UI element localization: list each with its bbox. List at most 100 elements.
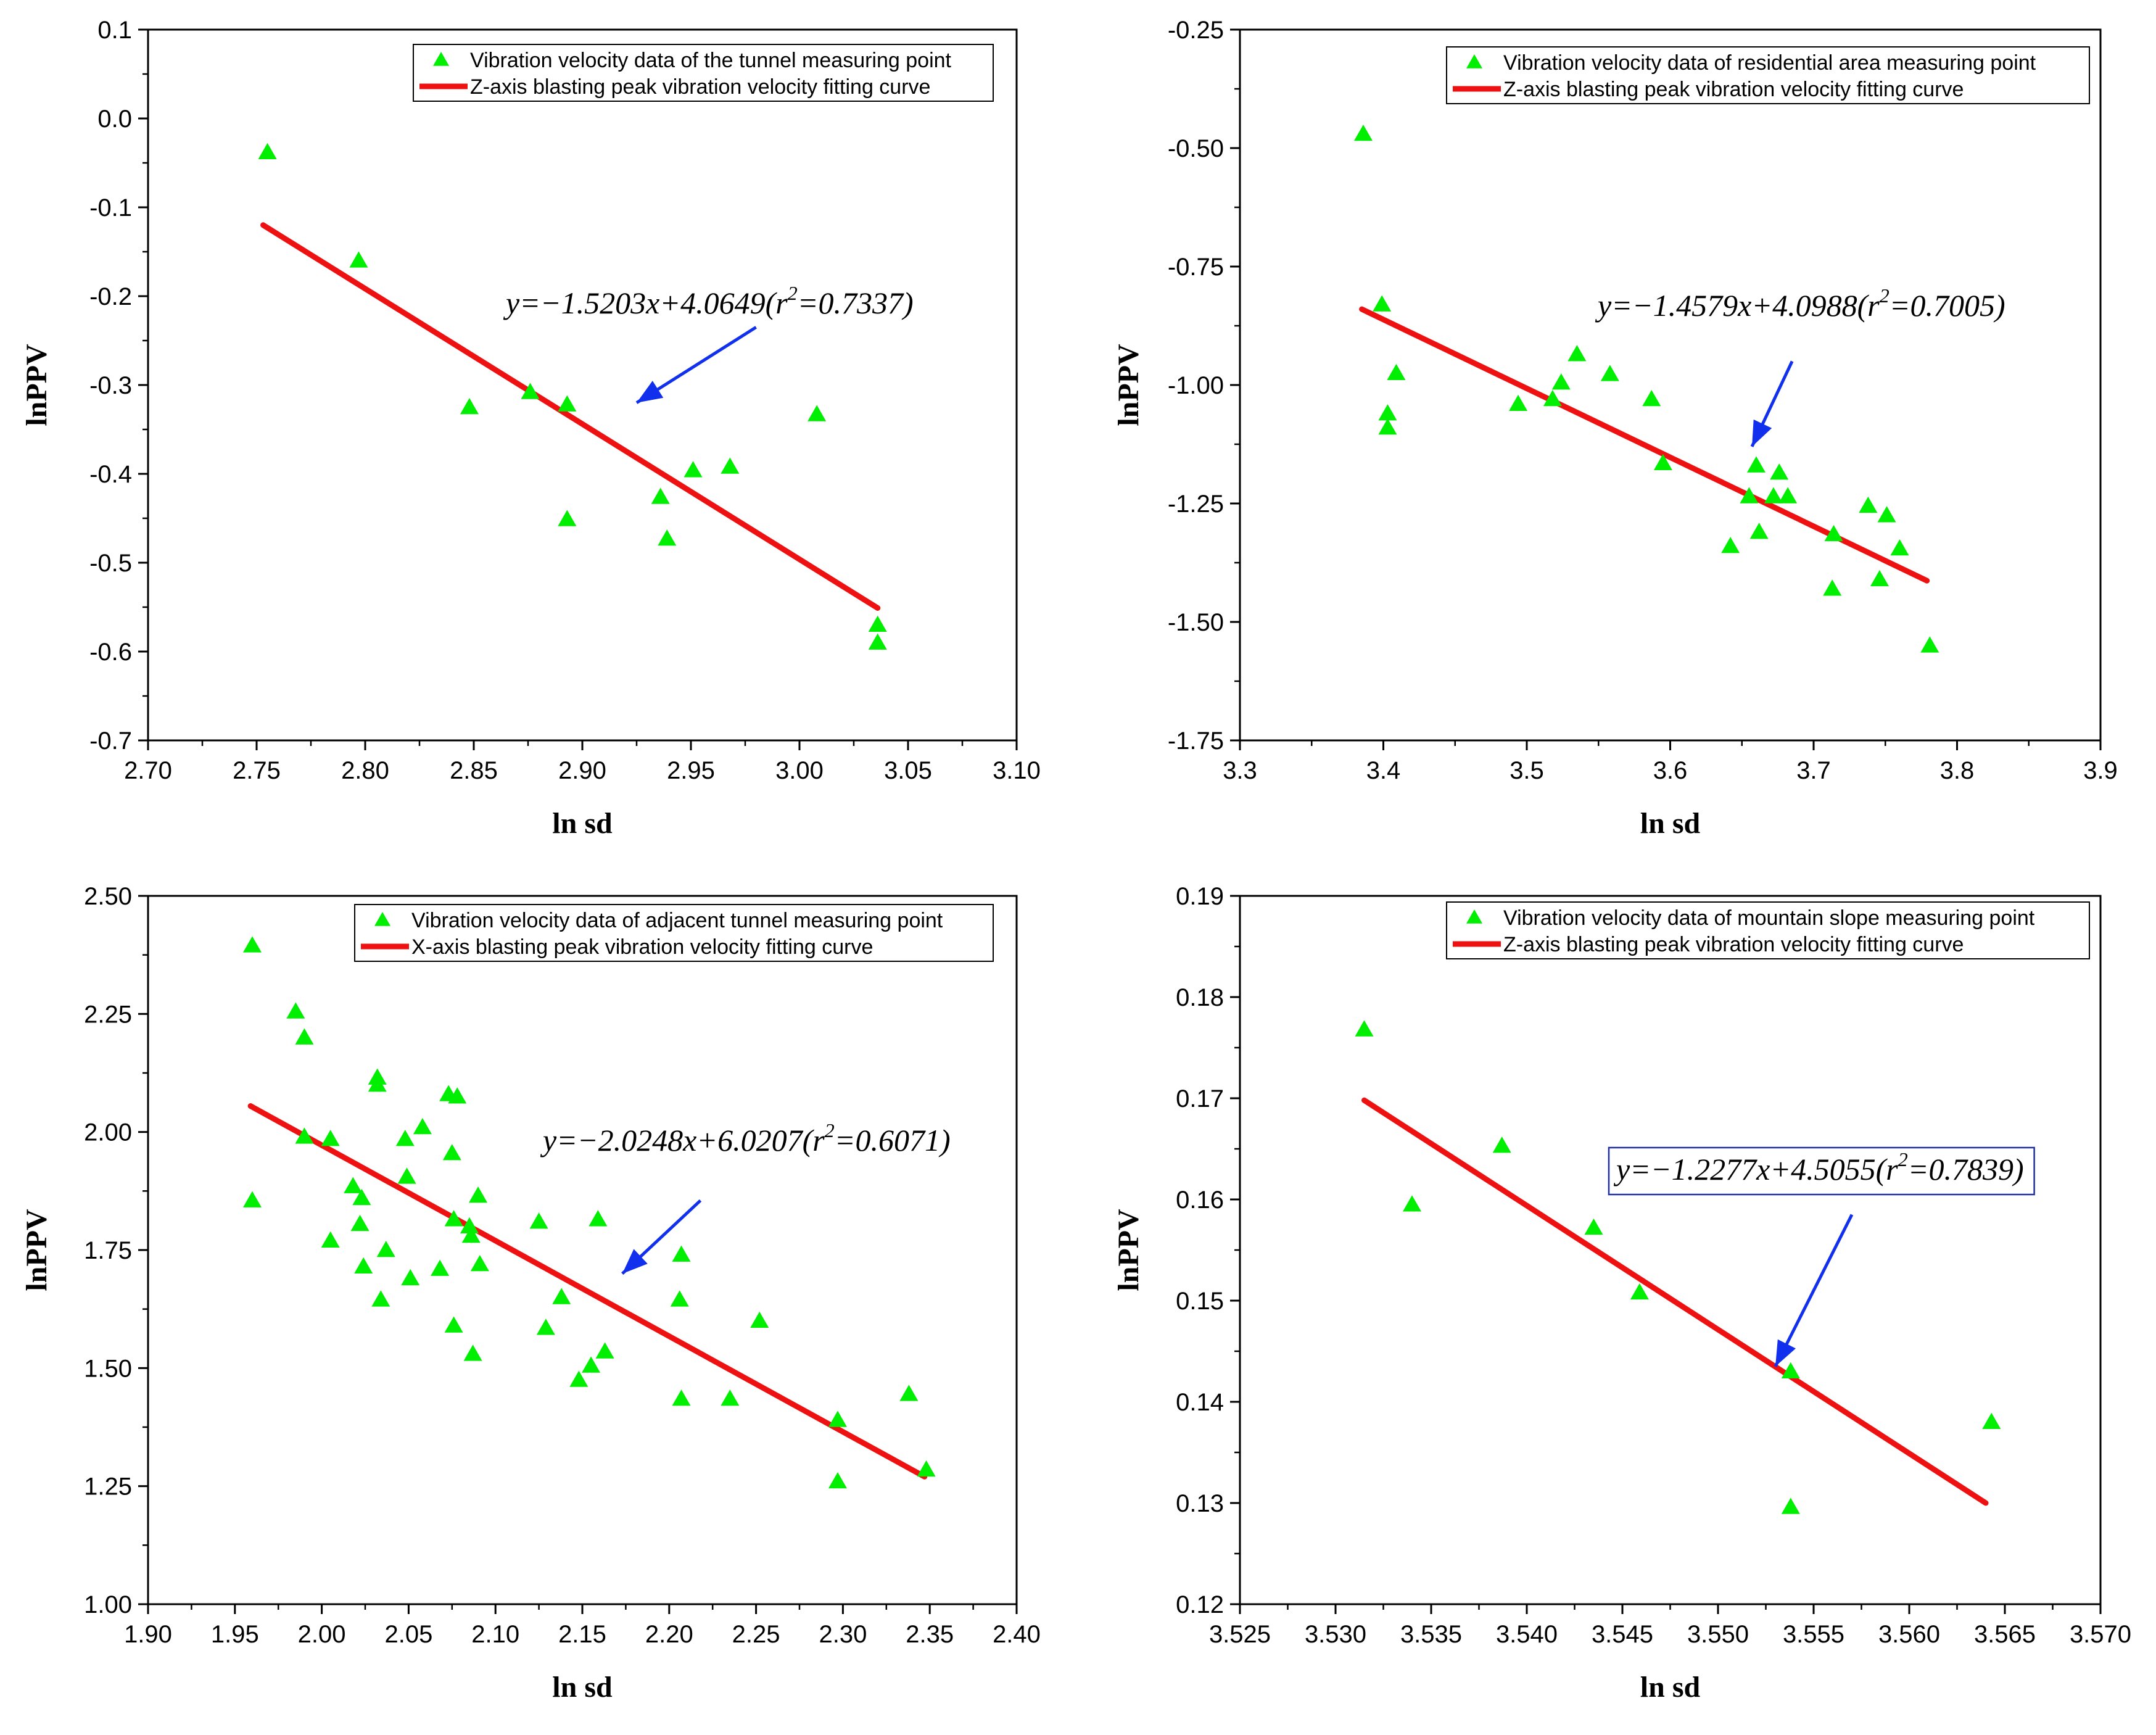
- data-point: [1740, 487, 1759, 503]
- data-point: [371, 1290, 390, 1307]
- data-point: [242, 1191, 262, 1207]
- x-tick-label: 2.80: [341, 757, 389, 784]
- x-tick-label: 1.95: [211, 1621, 259, 1648]
- y-tick-label: -1.75: [1168, 727, 1224, 755]
- data-point: [463, 1344, 482, 1361]
- legend-scatter-label: Vibration velocity data of the tunnel me…: [470, 49, 952, 72]
- equation-suffix: =0.6071): [835, 1123, 951, 1157]
- legend-box: [1446, 46, 2090, 104]
- data-point: [536, 1319, 555, 1335]
- data-point: [368, 1075, 387, 1092]
- x-tick-label: 3.565: [1974, 1621, 2036, 1648]
- chart-panel-adjacent-tunnel: 1.90 1.95 2.00 2.05 2.10 2.15 2.20 2.25 2.30 2.35…: [20, 883, 1041, 1704]
- data-point: [569, 1370, 589, 1387]
- y-tick-label: 2.50: [84, 883, 132, 910]
- legend: Vibration velocity data of mountain slop…: [1446, 901, 2090, 959]
- equation-suffix: =0.7005): [1890, 288, 2005, 323]
- y-tick-label: 0.17: [1176, 1085, 1224, 1112]
- data-point: [1870, 569, 1889, 587]
- plot-area: 3.3 3.4 3.5 3.6 3.7 3.8 3.9 -1.75 -1.50 -1.25 -1.0…: [1168, 17, 2118, 784]
- fit-equation: y=−1.5203x+4.0649(r2=0.7337): [503, 282, 914, 320]
- arrow-head: [1752, 419, 1772, 447]
- y-tick-label: -0.3: [89, 372, 132, 399]
- data-point: [321, 1231, 340, 1248]
- x-tick-label: 2.00: [298, 1621, 346, 1648]
- data-point: [1749, 523, 1769, 539]
- x-tick-label: 3.9: [2083, 757, 2118, 784]
- data-point: [461, 1227, 481, 1243]
- data-point: [448, 1087, 467, 1104]
- equation-prefix: y=−2.0248x+6.0207(r: [540, 1123, 825, 1157]
- x-tick-label: 3.10: [993, 757, 1041, 784]
- y-tick-label: -0.4: [89, 461, 132, 488]
- legend-scatter-label: Vibration velocity data of mountain slop…: [1503, 906, 2035, 930]
- y-tick-label: 0.14: [1176, 1389, 1224, 1416]
- y-tick-label: -0.1: [89, 194, 132, 222]
- x-tick-label: 2.20: [645, 1621, 693, 1648]
- data-point: [1877, 506, 1896, 523]
- data-point: [1781, 1497, 1800, 1514]
- x-tick-label: 3.545: [1592, 1621, 1653, 1648]
- data-point: [401, 1269, 420, 1286]
- plot-area: 2.70 2.75 2.80 2.85 2.90 2.95 3.00 3.05 3.10 -0.7…: [89, 17, 1041, 784]
- data-point: [558, 510, 577, 526]
- data-point: [552, 1288, 571, 1304]
- data-point: [295, 1127, 314, 1144]
- x-tick-label: 3.05: [884, 757, 932, 784]
- data-point: [1630, 1283, 1649, 1300]
- y-tick-label: -0.25: [1168, 17, 1224, 44]
- equation-suffix: =0.7839): [1908, 1152, 2024, 1186]
- x-axis-title: ln sd: [1640, 807, 1701, 840]
- data-point: [295, 1028, 314, 1045]
- x-tick-label: 3.4: [1366, 757, 1401, 784]
- x-tick-label: 3.560: [1878, 1621, 1940, 1648]
- x-tick-label: 3.5: [1510, 757, 1544, 784]
- y-tick-label: 1.25: [84, 1473, 132, 1501]
- equation-prefix: y=−1.5203x+4.0649(r: [503, 286, 788, 320]
- data-point: [672, 1245, 691, 1262]
- x-axis-title: ln sd: [1640, 1671, 1701, 1704]
- data-point: [828, 1410, 847, 1427]
- data-point: [721, 457, 740, 474]
- y-axis-title: lnPPV: [20, 1209, 53, 1291]
- y-axis-title: lnPPV: [1112, 1209, 1145, 1291]
- data-point: [1600, 365, 1619, 381]
- y-tick-label: 0.18: [1176, 984, 1224, 1011]
- x-tick-label: 3.540: [1496, 1621, 1558, 1648]
- data-point: [1387, 363, 1406, 381]
- data-point: [1509, 394, 1528, 411]
- data-point: [258, 143, 277, 159]
- x-tick-label: 2.40: [993, 1621, 1041, 1648]
- x-tick-label: 3.7: [1796, 757, 1831, 784]
- data-point: [1781, 1362, 1800, 1379]
- legend-fit-label: Z-axis blasting peak vibration velocity …: [1503, 933, 1964, 956]
- equation-prefix: y=−1.4579x+4.0988(r: [1595, 288, 1880, 323]
- data-point: [397, 1167, 416, 1184]
- data-point: [1403, 1195, 1421, 1212]
- data-point: [1653, 453, 1672, 470]
- data-point: [1567, 345, 1587, 362]
- data-point: [589, 1210, 608, 1227]
- x-tick-label: 2.75: [233, 757, 281, 784]
- arrow-head: [637, 381, 664, 403]
- data-point: [349, 251, 368, 268]
- data-point: [460, 398, 479, 415]
- x-tick-label: 3.530: [1305, 1621, 1366, 1648]
- data-point: [1747, 456, 1766, 473]
- data-point: [1543, 390, 1562, 407]
- legend-fit-label: Z-axis blasting peak vibration velocity …: [1503, 78, 1964, 101]
- data-point: [1824, 524, 1843, 542]
- legend-fit-label: X-axis blasting peak vibration velocity …: [411, 935, 873, 959]
- x-tick-label: 2.10: [471, 1621, 519, 1648]
- y-tick-label: -0.2: [89, 283, 132, 310]
- y-tick-label: 2.25: [84, 1001, 132, 1028]
- data-point: [1353, 124, 1373, 141]
- legend-box: [354, 904, 994, 962]
- equation-superscript: 2: [825, 1119, 835, 1141]
- data-point: [376, 1241, 395, 1257]
- y-tick-label: 2.00: [84, 1119, 132, 1146]
- y-tick-label: 1.50: [84, 1355, 132, 1382]
- legend-scatter-marker: [1466, 909, 1482, 924]
- fit-line: [1361, 1097, 1989, 1506]
- legend-box: [413, 44, 994, 102]
